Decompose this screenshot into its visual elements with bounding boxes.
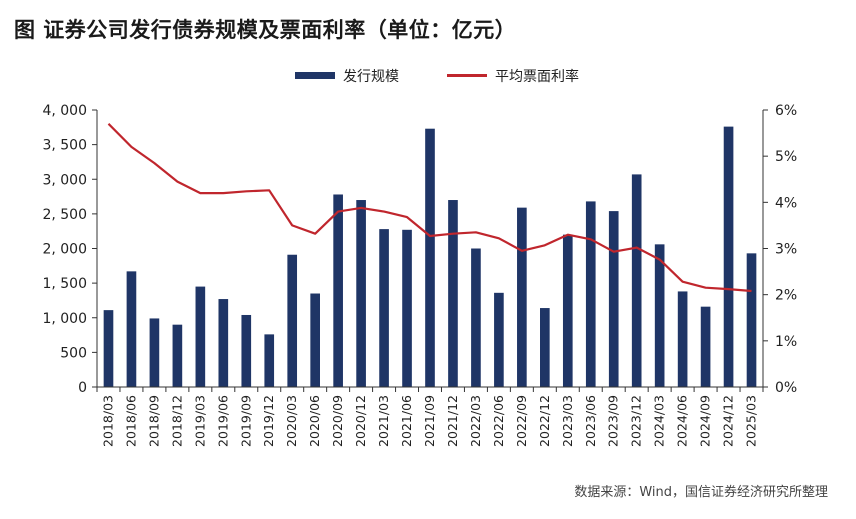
left-tick-label: 2, 500 (42, 207, 87, 223)
x-axis-ticks: 2018/03 2018/06 2018/09 2018/12 2019/03 2019/… (100, 395, 758, 447)
bar-2022/03 (471, 248, 481, 387)
x-tick-label: 2023/12 (629, 395, 644, 447)
x-tick-label: 2018/06 (123, 395, 138, 447)
x-tick-label: 2024/03 (652, 395, 667, 447)
bar-2023/03 (562, 234, 573, 387)
bar-2022/06 (494, 292, 504, 387)
x-tick-label: 2019/09 (238, 395, 253, 447)
line-series-group (107, 123, 752, 293)
right-tick-label: 3% (775, 242, 797, 258)
left-tick-label: 500 (60, 345, 87, 361)
left-tick-label: 0 (78, 380, 87, 396)
x-tick-label: 2022/12 (537, 395, 552, 447)
bar-2024/12 (723, 126, 734, 388)
bar-2022/12 (540, 308, 550, 387)
source-note: 数据来源：Wind，国信证券经济研究所整理 (574, 485, 828, 500)
bar-2019/12 (264, 334, 275, 387)
x-tick-label: 2021/03 (376, 395, 391, 447)
right-tick-label: 5% (775, 149, 797, 165)
right-tick-label: 0% (775, 380, 797, 396)
left-tick-label: 3, 500 (42, 138, 87, 154)
left-tick-label: 3, 000 (42, 172, 87, 188)
x-tick-label: 2018/03 (100, 395, 115, 447)
x-tick-label: 2021/06 (399, 395, 414, 447)
right-tick-label: 1% (775, 334, 797, 350)
x-tick-label: 2023/09 (606, 395, 621, 447)
bar-2020/03 (287, 254, 298, 387)
right-tick-label: 6% (775, 103, 797, 119)
x-tick-label: 2022/06 (491, 395, 506, 447)
x-tick-label: 2020/03 (284, 395, 299, 447)
bar-2020/09 (333, 194, 343, 387)
bar-2023/09 (608, 211, 619, 387)
left-tick-label: 4, 000 (42, 103, 87, 119)
x-tick-label: 2024/12 (721, 395, 736, 447)
x-tick-label: 2021/09 (422, 395, 437, 447)
bar-2024/03 (654, 244, 665, 387)
bar-2020/12 (356, 200, 366, 387)
left-axis-ticks: 0 500 1, 000 1, 500 2, 000 2, 500 3, 000 3, 500… (42, 103, 97, 396)
bar-2018/03 (103, 310, 114, 387)
bar-2025/03 (746, 253, 757, 387)
bar-2024/09 (700, 306, 711, 387)
chart-title: 图 证券公司发行债券规模及票面利率（单位：亿元） (14, 18, 517, 42)
x-tick-label: 2024/06 (675, 395, 690, 447)
x-tick-label: 2022/03 (468, 395, 483, 447)
x-tick-label: 2024/09 (698, 395, 713, 447)
right-axis-ticks: 0% 1% 2% 3% 4% 5% 6% (763, 103, 797, 396)
bar-2021/06 (402, 229, 412, 387)
bar-2019/03 (195, 286, 206, 387)
x-tick-label: 2021/12 (445, 395, 460, 447)
bar-2023/06 (585, 201, 596, 387)
x-tick-label: 2025/03 (744, 395, 759, 447)
right-tick-label: 4% (775, 195, 797, 211)
x-tick-label: 2020/12 (353, 395, 368, 447)
left-tick-label: 1, 500 (42, 276, 87, 292)
bar-2018/06 (126, 271, 137, 387)
x-tick-label: 2020/09 (330, 395, 345, 447)
x-tick-label: 2019/06 (215, 395, 230, 447)
bar-2018/09 (149, 318, 160, 387)
bar-2019/06 (218, 299, 229, 387)
legend-swatch-bar (295, 72, 335, 79)
bar-2020/06 (310, 293, 320, 387)
x-tick-label: 2018/12 (169, 395, 184, 447)
bar-2018/12 (172, 324, 183, 387)
x-tick-label: 2018/09 (146, 395, 161, 447)
x-tick-label: 2020/06 (307, 395, 322, 447)
x-tick-label: 2019/12 (261, 395, 276, 447)
bar-series (103, 126, 757, 388)
x-tick-label: 2023/06 (583, 395, 598, 447)
x-tick-label: 2023/03 (560, 395, 575, 447)
x-tick-label: 2022/09 (514, 395, 529, 447)
bar-2021/03 (379, 229, 389, 387)
left-tick-label: 2, 000 (42, 242, 87, 258)
bar-2022/09 (517, 207, 527, 387)
x-tick-label: 2019/03 (192, 395, 207, 447)
legend-label-line: 平均票面利率 (495, 68, 579, 85)
right-tick-label: 2% (775, 288, 797, 304)
legend-label-bar: 发行规模 (343, 69, 399, 85)
bar-2021/09 (425, 128, 435, 387)
bar-2021/12 (448, 200, 458, 387)
bar-2023/12 (631, 174, 642, 387)
legend: 发行规模 平均票面利率 (295, 68, 579, 85)
bar-2024/06 (677, 291, 688, 387)
left-tick-label: 1, 000 (42, 311, 87, 327)
bar-2019/09 (241, 314, 252, 387)
